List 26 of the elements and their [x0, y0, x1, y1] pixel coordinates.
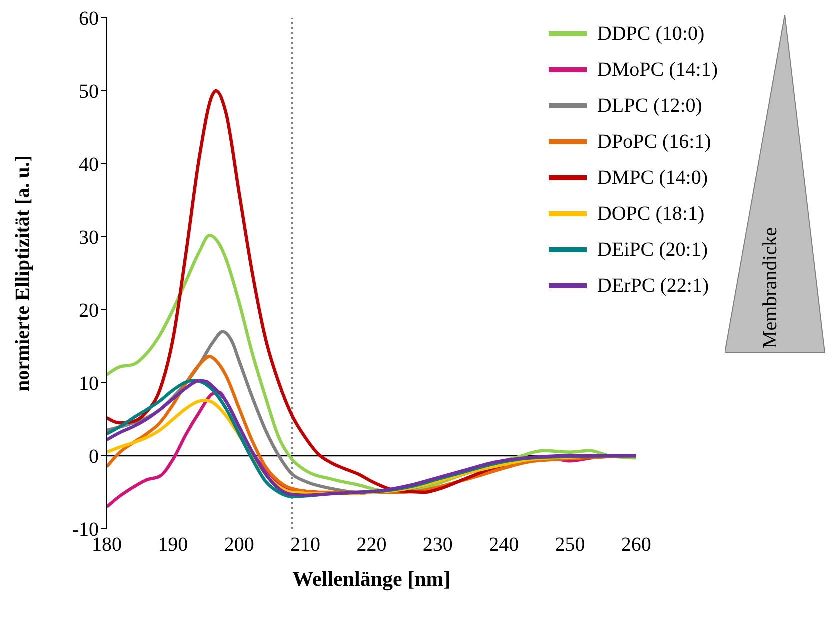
x-tick-label: 190: [158, 534, 188, 556]
x-tick-label: 260: [621, 534, 652, 556]
legend-label: DEiPC (20:1): [597, 238, 708, 263]
y-tick-label: 10: [79, 373, 99, 396]
x-axis-title: Wellenlänge [nm]: [292, 567, 451, 591]
legend-label: DDPC (10:0): [597, 22, 705, 47]
legend-label: DMoPC (14:1): [597, 58, 718, 83]
y-tick-label: 40: [79, 154, 99, 176]
x-tick-label: 230: [422, 534, 453, 556]
y-tick-label: 20: [79, 300, 99, 322]
x-tick-label: 210: [290, 534, 321, 556]
x-tick-label: 220: [356, 534, 387, 556]
x-tick-label: 200: [224, 534, 254, 556]
y-tick-label: 50: [79, 81, 99, 104]
legend-label: DErPC (22:1): [597, 274, 710, 299]
y-axis-title: normierte Elliptizität [a. u.]: [12, 155, 34, 392]
y-tick-label: 60: [79, 8, 99, 30]
x-tick-label: 250: [555, 534, 586, 556]
x-tick-label: 240: [489, 534, 520, 556]
y-tick-label: 0: [89, 446, 99, 468]
text: Membrandicke: [760, 227, 782, 349]
legend-label: DMPC (14:0): [597, 166, 708, 191]
legend-label: DOPC (18:1): [597, 202, 705, 227]
legend-label: DLPC (12:0): [597, 94, 702, 119]
legend-label: DPoPC (16:1): [597, 130, 712, 155]
y-tick-label: 30: [79, 227, 99, 250]
